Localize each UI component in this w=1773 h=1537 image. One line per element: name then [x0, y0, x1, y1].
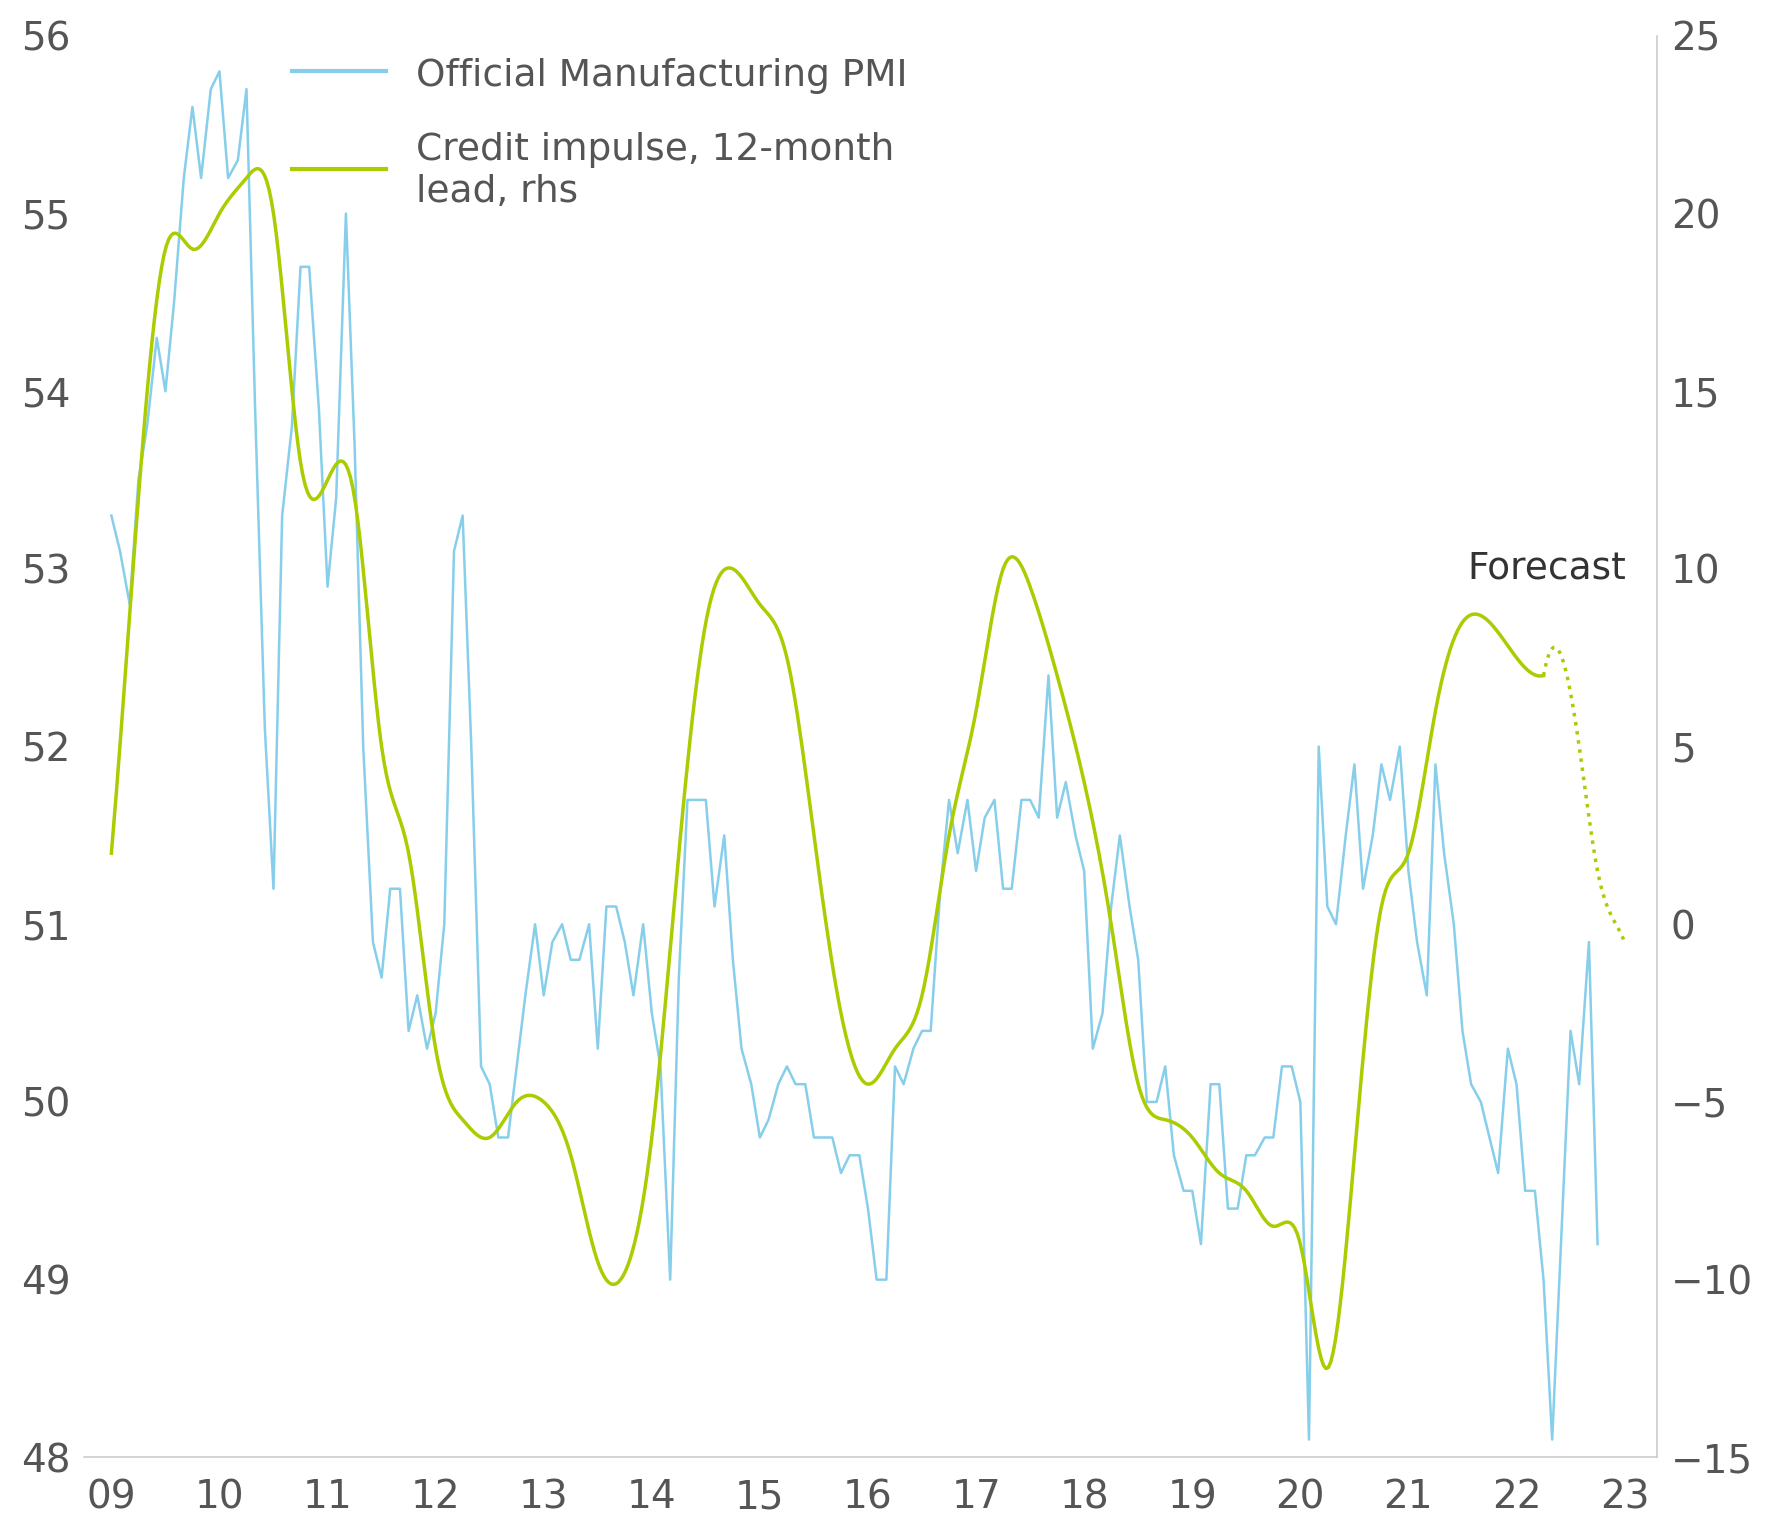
- Text: Forecast: Forecast: [1466, 550, 1626, 587]
- Legend: Official Manufacturing PMI, Credit impulse, 12-month
lead, rhs: Official Manufacturing PMI, Credit impul…: [291, 55, 906, 209]
